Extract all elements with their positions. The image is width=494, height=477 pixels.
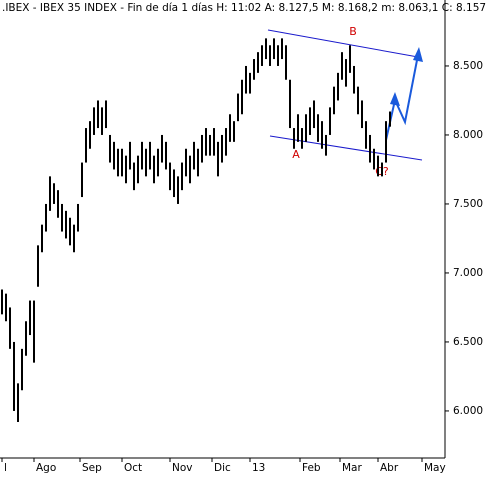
y-tick-label: 7.500 [453,198,483,210]
x-tick-label: 13 [252,462,265,474]
x-tick-label: Feb [302,462,321,474]
lower-trendline [269,135,423,161]
x-tick-label: Oct [124,462,142,474]
upper-trendline [267,29,419,58]
y-tick-label: 6.500 [453,336,483,348]
x-tick-label: Ago [36,462,56,474]
annotation: B [349,25,357,38]
x-tick-label: Mar [342,462,362,474]
x-tick-label: May [424,462,446,474]
y-tick-label: 7.000 [453,267,483,279]
y-tick-label: 8.500 [453,60,483,72]
chart-title: .IBEX - IBEX 35 INDEX - Fin de día 1 día… [2,2,486,14]
x-tick-label: Abr [380,462,399,474]
y-tick-label: 6.000 [453,405,483,417]
x-tick-label: l [4,462,7,474]
x-tick-label: Sep [82,462,102,474]
arrow-head [413,47,423,62]
x-tick-label: Dic [214,462,231,474]
channel [267,29,423,161]
arrow-head [390,92,400,106]
annotation: A [292,148,300,161]
x-tick-label: Nov [172,462,193,474]
y-tick-label: 8.000 [453,129,483,141]
